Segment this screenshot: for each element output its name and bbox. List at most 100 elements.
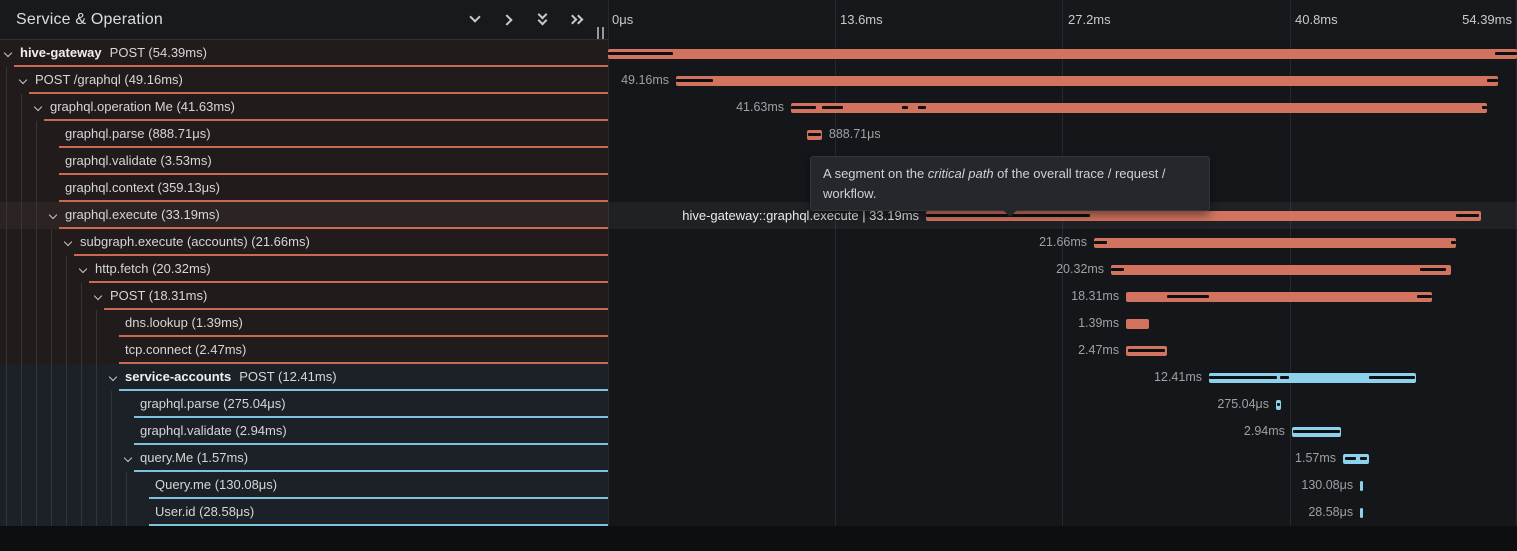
span-bar-http-fetch-20-32ms[interactable] — [1111, 264, 1451, 275]
span-label: graphql.validate (3.53ms) — [65, 153, 212, 168]
tick-label: 54.39ms — [1462, 12, 1512, 27]
span-duration-label: 130.08μs — [1301, 478, 1354, 492]
row-divider — [134, 416, 608, 418]
span-row-hive-gateway-post-54-39ms[interactable]: hive-gateway POST (54.39ms) — [0, 40, 608, 67]
tick-label: 27.2ms — [1068, 12, 1111, 27]
critical-path-segment — [1482, 106, 1487, 109]
span-label: graphql.context (359.13μs) — [65, 180, 220, 195]
span-row-query-me-1-57ms[interactable]: query.Me (1.57ms) — [0, 445, 608, 472]
indent-guide — [35, 121, 37, 526]
span-row-user-id-28-58-s[interactable]: User.id (28.58μs) — [0, 499, 608, 526]
row-divider — [134, 470, 608, 472]
span-label: dns.lookup (1.39ms) — [125, 315, 243, 330]
critical-path-segment — [1167, 295, 1209, 298]
chevron-down-icon[interactable] — [33, 102, 43, 112]
critical-path-segment — [1127, 349, 1166, 352]
span-row-graphql-validate-3-53ms[interactable]: graphql.validate (3.53ms) — [0, 148, 608, 175]
indent-guide — [20, 94, 22, 526]
critical-path-segment — [1494, 52, 1517, 55]
waterfall-row-query-me-1-57ms: 1.57ms — [608, 445, 1517, 472]
span-label: graphql.parse (888.71μs) — [65, 126, 211, 141]
span-row-graphql-execute-33-19ms[interactable]: graphql.execute (33.19ms) — [0, 202, 608, 229]
critical-path-segment — [1293, 430, 1340, 433]
row-divider — [134, 443, 608, 445]
span-bar-graphql-execute-33-19ms[interactable] — [926, 210, 1481, 221]
chevron-down-icon[interactable] — [48, 210, 58, 220]
row-divider — [59, 200, 608, 202]
critical-path-segment — [1276, 403, 1280, 406]
span-label: graphql.parse (275.04μs) — [140, 396, 286, 411]
critical-path-segment — [808, 133, 821, 136]
span-row-graphql-context-359-13-s[interactable]: graphql.context (359.13μs) — [0, 175, 608, 202]
span-row-service-accounts-post-12-41ms[interactable]: service-accounts POST (12.41ms) — [0, 364, 608, 391]
span-row-graphql-parse-275-04-s[interactable]: graphql.parse (275.04μs) — [0, 391, 608, 418]
span-label: graphql.execute (33.19ms) — [65, 207, 220, 222]
span-label: Query.me (130.08μs) — [155, 477, 278, 492]
row-divider — [59, 173, 608, 175]
chevron-down-icon[interactable] — [108, 372, 118, 382]
gridline — [608, 0, 609, 526]
critical-path-segment — [1360, 457, 1367, 460]
span-bar-hive-gateway-post-54-39ms[interactable] — [608, 48, 1517, 59]
span-row-post-18-31ms[interactable]: POST (18.31ms) — [0, 283, 608, 310]
span-bar-post-graphql-49-16ms[interactable] — [676, 75, 1498, 86]
indent-guide — [65, 256, 67, 526]
span-bar-subgraph-execute-accounts-21-66ms[interactable] — [1094, 237, 1456, 248]
row-divider — [74, 254, 608, 256]
tooltip-arrow — [1003, 210, 1017, 217]
critical-path-segment — [608, 52, 673, 55]
waterfall-row-post-18-31ms: 18.31ms — [608, 283, 1517, 310]
critical-path-segment — [1487, 79, 1498, 82]
critical-path-tooltip: A segment on the critical path of the ov… — [810, 156, 1210, 217]
tick-label: 40.8ms — [1295, 12, 1338, 27]
span-bar-graphql-operation-me-41-63ms[interactable] — [791, 102, 1487, 113]
waterfall-row-dns-lookup-1-39ms: 1.39ms — [608, 310, 1517, 337]
span-row-subgraph-execute-accounts-21-66ms[interactable]: subgraph.execute (accounts) (21.66ms) — [0, 229, 608, 256]
span-duration-label: 888.71μs — [828, 127, 881, 141]
span-bar-post-18-31ms[interactable] — [1126, 291, 1433, 302]
chevron-down-icon[interactable] — [78, 264, 88, 274]
span-row-graphql-parse-888-71-s[interactable]: graphql.parse (888.71μs) — [0, 121, 608, 148]
chevron-down-icon[interactable] — [3, 48, 13, 58]
expand-all-icon[interactable] — [567, 13, 584, 27]
span-bar-query-me-130-08-s[interactable] — [1360, 480, 1363, 491]
chevron-down-icon[interactable] — [18, 75, 28, 85]
span-duration-label: 49.16ms — [621, 73, 670, 87]
span-label: tcp.connect (2.47ms) — [125, 342, 247, 357]
span-duration-label: 2.47ms — [1078, 343, 1120, 357]
indent-guide — [5, 67, 7, 526]
chevron-down-icon[interactable] — [468, 11, 482, 27]
span-row-query-me-130-08-s[interactable]: Query.me (130.08μs) — [0, 472, 608, 499]
span-bar-query-me-1-57ms[interactable] — [1343, 453, 1370, 464]
critical-path-segment — [1368, 376, 1416, 379]
chevron-down-icon[interactable] — [123, 453, 133, 463]
row-divider — [29, 92, 608, 94]
span-row-tcp-connect-2-47ms[interactable]: tcp.connect (2.47ms) — [0, 337, 608, 364]
span-row-post-graphql-49-16ms[interactable]: POST /graphql (49.16ms) — [0, 67, 608, 94]
span-bar-dns-lookup-1-39ms[interactable] — [1126, 318, 1150, 329]
critical-path-segment — [1455, 214, 1479, 217]
span-bar-service-accounts-post-12-41ms[interactable] — [1208, 372, 1417, 383]
span-row-dns-lookup-1-39ms[interactable]: dns.lookup (1.39ms) — [0, 310, 608, 337]
chevron-right-icon[interactable] — [501, 13, 516, 27]
chevron-down-icon[interactable] — [93, 291, 103, 301]
row-divider — [149, 497, 608, 499]
tree-toolbar — [468, 0, 584, 40]
waterfall-row-query-me-130-08-s: 130.08μs — [608, 472, 1517, 499]
row-divider — [59, 146, 608, 148]
waterfall-rows: 49.16ms41.63ms888.71μs3.53ms359.13μshive… — [608, 40, 1517, 526]
panel-resize-handle[interactable] — [596, 27, 605, 39]
span-duration-label: 41.63ms — [736, 100, 785, 114]
span-row-graphql-operation-me-41-63ms[interactable]: graphql.operation Me (41.63ms) — [0, 94, 608, 121]
span-label: query.Me (1.57ms) — [140, 450, 249, 465]
chevron-down-icon[interactable] — [63, 237, 73, 247]
indent-guide — [50, 229, 52, 526]
collapse-all-icon[interactable] — [536, 9, 550, 27]
waterfall-row-graphql-parse-888-71-s: 888.71μs — [608, 121, 1517, 148]
tooltip-text: A segment on the — [823, 166, 928, 181]
gridline — [1062, 0, 1063, 526]
span-row-graphql-validate-2-94ms[interactable]: graphql.validate (2.94ms) — [0, 418, 608, 445]
span-bar-user-id-28-58-s[interactable] — [1360, 507, 1363, 518]
span-row-http-fetch-20-32ms[interactable]: http.fetch (20.32ms) — [0, 256, 608, 283]
span-label: subgraph.execute (accounts) (21.66ms) — [80, 234, 310, 249]
